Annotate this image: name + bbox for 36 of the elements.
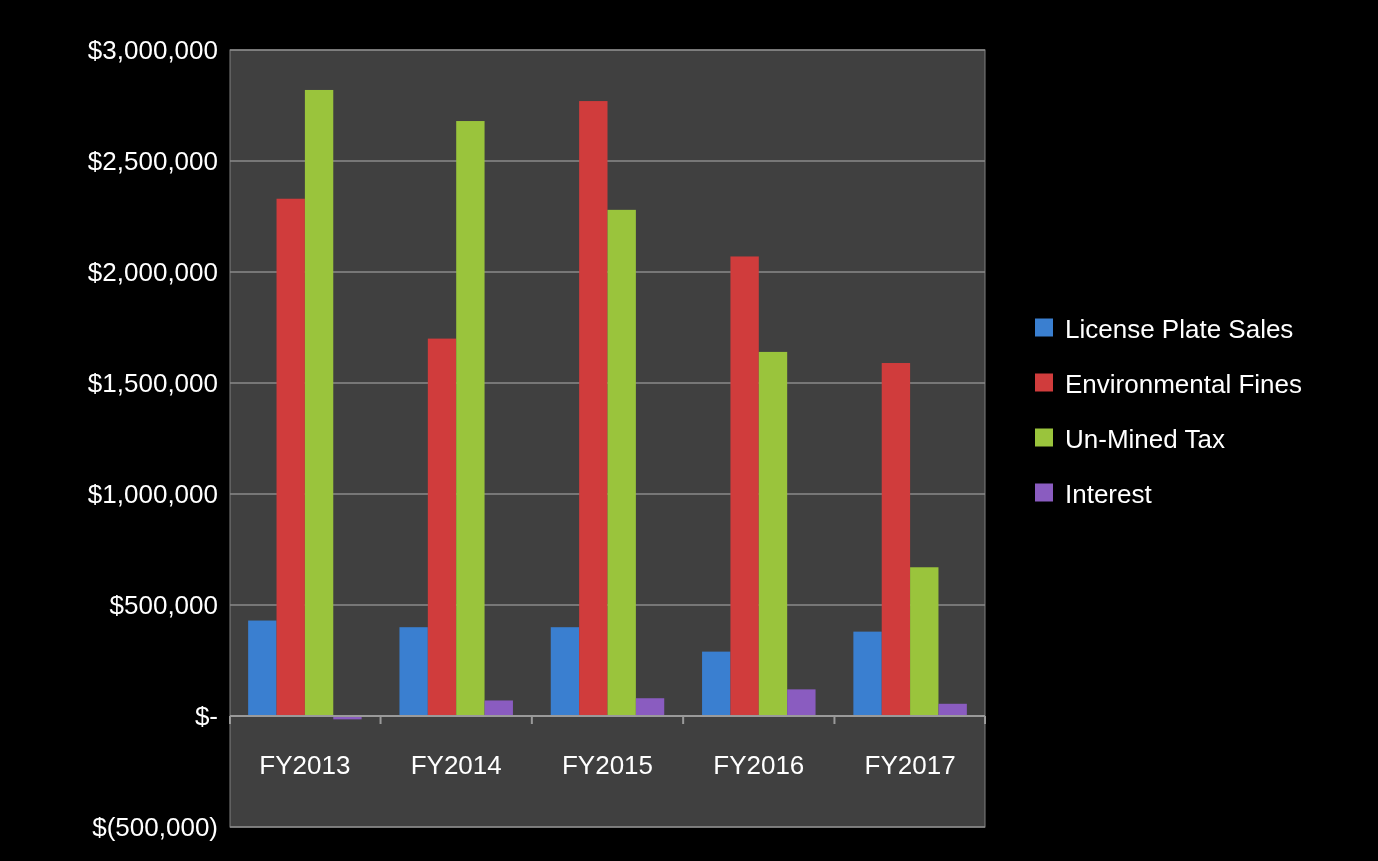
legend-label: Environmental Fines [1065, 368, 1302, 399]
bar [607, 209, 636, 716]
y-tick-label: $(500,000) [92, 812, 218, 843]
y-tick-label: $1,500,000 [87, 368, 218, 399]
bar [484, 700, 513, 716]
bar [579, 101, 608, 716]
bar [248, 620, 277, 716]
x-tick-label: FY2017 [864, 750, 956, 780]
bar [276, 198, 305, 716]
bar [427, 338, 457, 716]
bar [787, 689, 816, 716]
bar [456, 121, 485, 716]
bar [304, 89, 334, 716]
y-tick-label: $500,000 [109, 590, 218, 621]
y-tick-label: $2,000,000 [87, 257, 218, 288]
x-tick-label: FY2014 [410, 750, 502, 780]
bar [730, 256, 759, 716]
y-tick-label: $- [194, 701, 218, 732]
bar [853, 631, 882, 716]
bar [938, 703, 967, 716]
x-tick-label: FY2015 [561, 750, 654, 780]
bar [702, 651, 731, 716]
bar [399, 627, 428, 716]
bar [758, 351, 788, 716]
x-tick-label: FY2013 [259, 750, 351, 780]
bar [881, 363, 911, 716]
y-tick-label: $1,000,000 [87, 479, 218, 510]
legend-label: Un-Mined Tax [1065, 423, 1225, 454]
bar [635, 698, 665, 716]
y-tick-label: $3,000,000 [87, 35, 218, 66]
legend-label: Interest [1065, 478, 1153, 509]
x-tick-label: FY2016 [713, 750, 805, 780]
legend-label: License Plate Sales [1065, 313, 1294, 344]
bar [550, 627, 580, 716]
bar [910, 567, 939, 716]
y-tick-label: $2,500,000 [87, 146, 218, 177]
